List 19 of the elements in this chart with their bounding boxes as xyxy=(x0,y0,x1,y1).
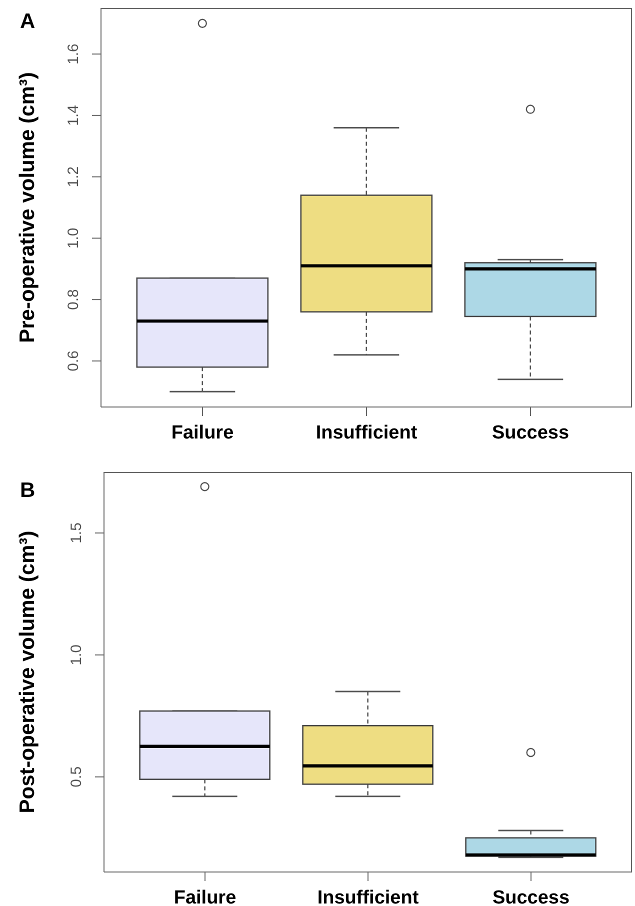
x-tick-label: Failure xyxy=(171,422,234,444)
y-tick-label: 1.0 xyxy=(65,228,82,249)
y-tick-label: 1.4 xyxy=(65,104,82,126)
y-tick-label: 0.6 xyxy=(65,350,82,372)
y-tick-label: 1.2 xyxy=(65,166,82,188)
y-tick-label: 1.6 xyxy=(65,44,82,64)
x-tick-label: Success xyxy=(492,887,570,906)
x-tick-label: Success xyxy=(492,422,570,444)
chart-title: B xyxy=(20,479,36,502)
y-tick-label: 1.0 xyxy=(68,644,85,666)
x-tick-label: Insufficient xyxy=(316,422,418,444)
y-tick-label: 0.8 xyxy=(65,289,82,310)
y-tick-label: 0.5 xyxy=(68,766,85,788)
y-tick-label: 1.5 xyxy=(68,522,85,544)
chart-title: A xyxy=(20,10,36,33)
y-axis-title: Pre-operative volume (cm³) xyxy=(16,72,39,343)
x-tick-label: Insufficient xyxy=(317,887,420,906)
y-axis-title: Post-operative volume (cm³) xyxy=(16,530,39,814)
x-tick-label: Failure xyxy=(174,887,236,906)
